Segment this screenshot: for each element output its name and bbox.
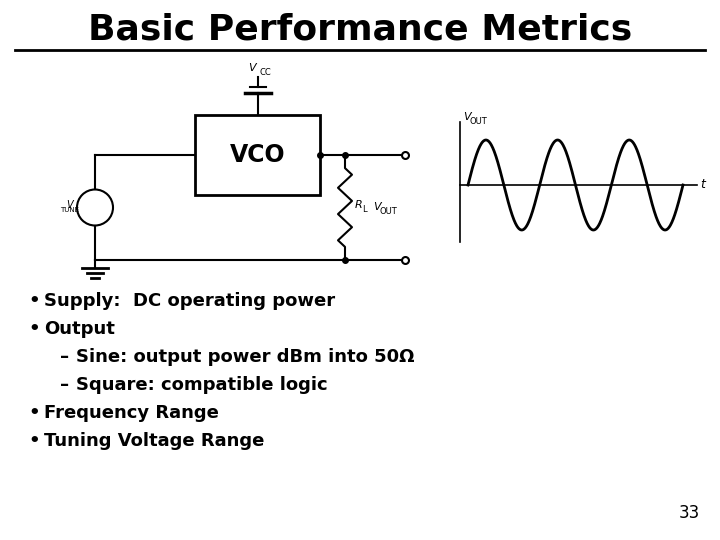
Text: L: L [362,205,366,214]
Text: R: R [355,200,363,211]
Text: VCO: VCO [230,143,285,167]
Text: •: • [28,404,40,422]
Text: Tuning Voltage Range: Tuning Voltage Range [44,432,264,450]
Text: OUT: OUT [470,117,487,126]
Text: OUT: OUT [379,207,397,216]
Text: Frequency Range: Frequency Range [44,404,219,422]
Text: •: • [28,292,40,310]
Text: –: – [60,348,69,366]
Text: TUNE: TUNE [60,207,79,213]
Text: V: V [248,63,256,73]
Circle shape [77,190,113,226]
Text: Sine: output power dBm into 50Ω: Sine: output power dBm into 50Ω [76,348,415,366]
Bar [195,115,320,195]
Text: CC: CC [259,68,271,77]
Text: Square: compatible logic: Square: compatible logic [76,376,328,394]
Text: Output: Output [44,320,115,338]
Text: 33: 33 [679,504,700,522]
Text: •: • [28,432,40,450]
Text: V: V [463,112,471,122]
Text: Supply:  DC operating power: Supply: DC operating power [44,292,335,310]
Text: V: V [373,202,381,213]
Text: •: • [28,320,40,338]
Text: –: – [60,376,69,394]
Text: Basic Performance Metrics: Basic Performance Metrics [88,13,632,47]
Text: t: t [700,179,705,192]
Text: V: V [66,199,73,210]
